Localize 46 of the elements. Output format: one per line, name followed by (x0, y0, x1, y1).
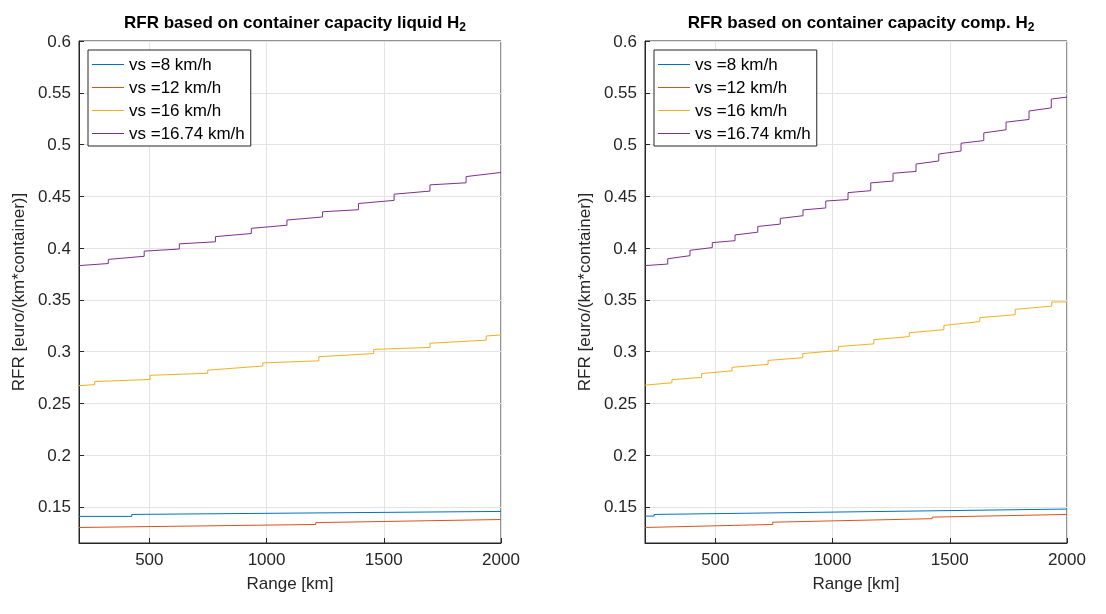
y-tick-label: 0.6 (613, 31, 637, 51)
y-tick-label: 0.2 (47, 445, 71, 465)
y-tick-label: 0.45 (37, 186, 71, 206)
line-series (644, 96, 1068, 267)
y-tick-label: 0.55 (603, 83, 637, 103)
y-tick-label: 0.5 (613, 135, 637, 155)
y-tick-label: 0.25 (37, 393, 71, 413)
legend-label: vs =16 km/h (129, 101, 222, 120)
x-tick-label: 500 (701, 550, 730, 569)
y-axis-title: RFR [euro/(km*container)] (575, 192, 595, 392)
y-tick-label: 0.15 (37, 497, 71, 517)
x-tick-label: 2000 (1048, 550, 1086, 569)
legend-label: vs =8 km/h (695, 55, 778, 74)
y-tick-label: 0.2 (613, 445, 637, 465)
y-tick-label: 0.45 (603, 186, 637, 206)
y-tick-label: 0.3 (613, 342, 637, 362)
x-axis-title: Range [km] (812, 574, 900, 593)
y-tick-label: 0.3 (47, 342, 71, 362)
y-tick-label: 0.6 (47, 31, 71, 51)
y-tick-label: 0.15 (603, 497, 637, 517)
x-tick-label: 1500 (930, 550, 969, 569)
legend-label: vs =12 km/h (695, 78, 788, 97)
legend-label: vs =16.74 km/h (129, 124, 245, 143)
legend-label: vs =12 km/h (129, 78, 222, 97)
y-tick-label: 0.4 (613, 238, 637, 258)
line-series (644, 301, 1068, 386)
x-tick-label: 2000 (482, 550, 520, 569)
y-tick-label: 0.55 (37, 83, 71, 103)
y-tick-label: 0.35 (603, 290, 637, 310)
line-series (644, 513, 1068, 528)
legend-label: vs =8 km/h (129, 55, 212, 74)
x-tick-label: 1000 (247, 550, 286, 569)
y-tick-label: 0.4 (47, 238, 71, 258)
line-series (78, 519, 502, 528)
legend-label: vs =16.74 km/h (695, 124, 811, 143)
y-tick-label: 0.25 (603, 393, 637, 413)
line-series (78, 334, 502, 387)
x-tick-label: 1500 (364, 550, 403, 569)
x-tick-label: 1000 (813, 550, 852, 569)
legend-label: vs =16 km/h (695, 101, 788, 120)
x-tick-label: 500 (135, 550, 164, 569)
line-series (78, 171, 502, 267)
y-tick-label: 0.35 (37, 290, 71, 310)
x-axis-title: Range [km] (246, 574, 334, 593)
y-tick-label: 0.5 (47, 135, 71, 155)
y-axis-title: RFR [euro/(km*container)] (9, 192, 29, 392)
